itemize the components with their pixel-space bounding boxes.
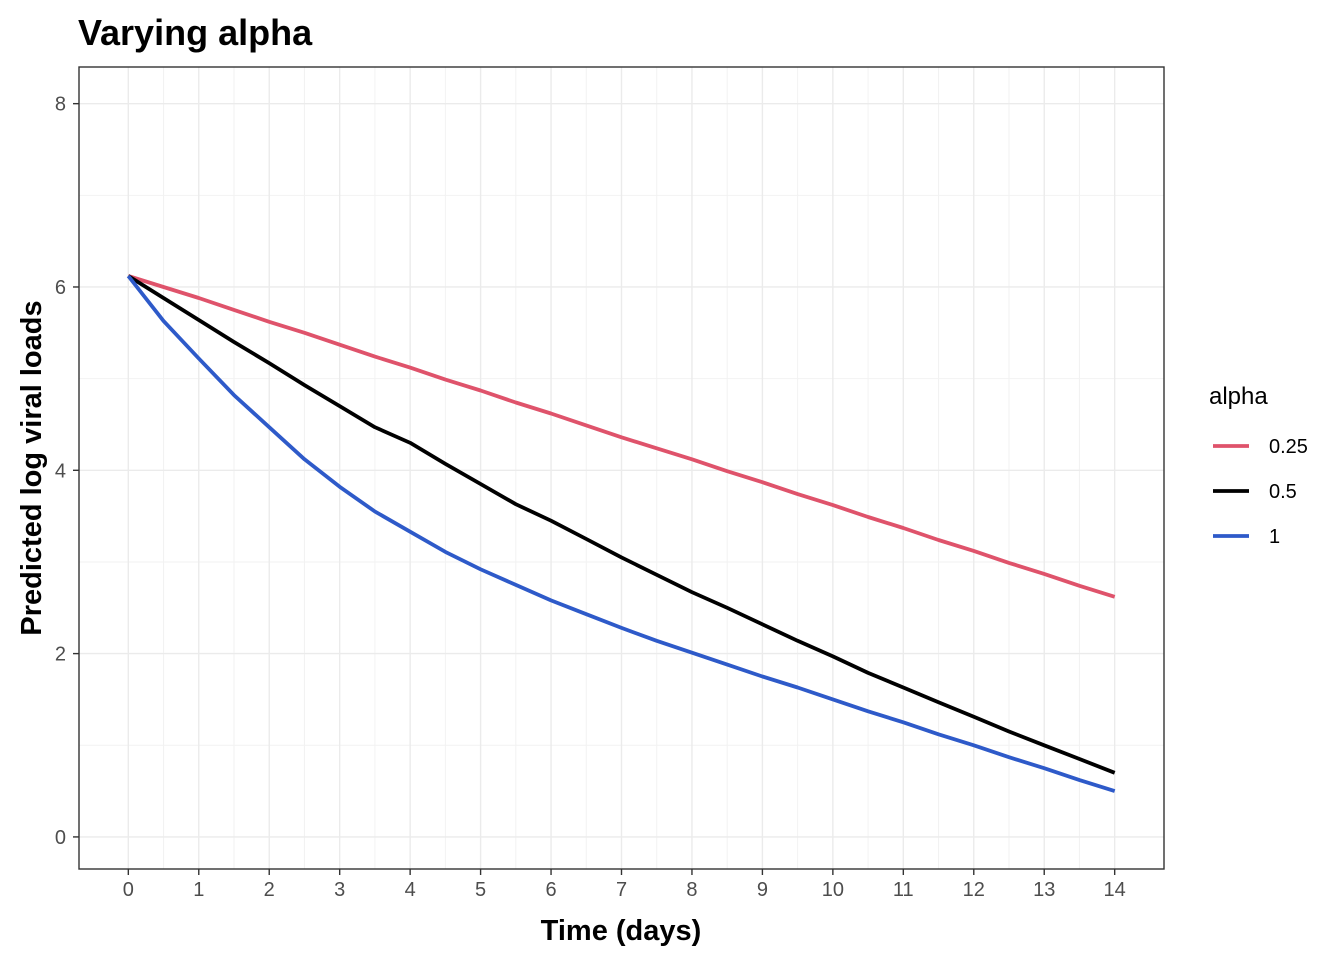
y-tick-label: 4	[55, 460, 66, 482]
y-axis: 0 2 4 6 8	[55, 94, 79, 849]
x-tick-label: 4	[405, 879, 416, 901]
y-tick-label: 0	[55, 827, 66, 849]
legend-label: 0.5	[1269, 481, 1297, 503]
x-tick-label: 13	[1033, 879, 1055, 901]
grid-major	[79, 67, 1164, 869]
x-tick-label: 1	[193, 879, 204, 901]
x-tick-label: 14	[1104, 879, 1126, 901]
x-axis-title: Time (days)	[541, 915, 702, 947]
x-tick-label: 11	[893, 879, 914, 901]
legend-label: 1	[1269, 526, 1280, 548]
x-tick-label: 8	[686, 879, 697, 901]
x-tick-label: 3	[334, 879, 345, 901]
legend-label: 0.25	[1269, 436, 1308, 458]
x-axis: 0 1 2 3 4 5 6 7 8 9 10 11 12 13 14	[123, 869, 1126, 901]
series-line-0.5	[127, 274, 1116, 775]
x-tick-label: 12	[963, 879, 985, 901]
series-line-0.25	[127, 274, 1116, 599]
y-tick-label: 8	[55, 94, 66, 116]
x-tick-label: 0	[123, 879, 134, 901]
chart-title: Varying alpha	[78, 12, 313, 53]
x-tick-label: 9	[757, 879, 768, 901]
y-tick-label: 2	[55, 644, 66, 666]
y-tick-label: 6	[55, 277, 66, 299]
y-axis-title: Predicted log viral loads	[16, 300, 48, 635]
x-tick-label: 10	[822, 879, 844, 901]
x-tick-label: 2	[264, 879, 275, 901]
series-lines	[126, 274, 1116, 793]
x-tick-label: 7	[616, 879, 627, 901]
x-tick-label: 6	[545, 879, 556, 901]
legend: alpha 0.25 0.5 1	[1209, 383, 1308, 548]
x-tick-label: 5	[475, 879, 486, 901]
series-line-1	[126, 274, 1116, 793]
legend-title: alpha	[1209, 383, 1268, 410]
